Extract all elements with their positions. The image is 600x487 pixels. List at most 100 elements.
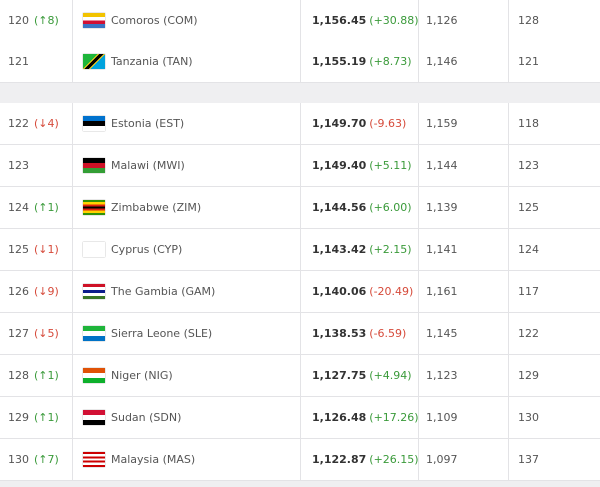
flag [83,54,105,69]
column-divider [300,271,301,312]
points: 1,149.40 [312,159,367,172]
previous-rank-cell: 137 [518,439,539,480]
column-divider [508,271,509,312]
table-row: 129 (↑1) Sudan (SDN) 1,126.48 (+17.26) 1,109 1… [0,397,600,439]
points: 1,155.19 [312,55,367,68]
team-name: Zimbabwe (ZIM) [111,201,202,214]
column-divider [508,41,509,82]
column-divider [300,187,301,228]
previous-rank: 118 [518,117,539,130]
points: 1,138.53 [312,327,367,340]
column-divider [72,41,73,82]
team-name: Cyprus (CYP) [111,243,183,256]
column-divider [508,229,509,270]
rank: 130 [8,453,29,466]
previous-points: 1,097 [426,453,458,466]
table-row: 130 (↑7) Malaysia (MAS) 1,122.87 (+26.15) 1,0… [0,439,600,481]
flag [83,410,105,425]
flag [83,158,105,173]
flag [83,242,105,257]
rank-change: (↑1) [34,411,59,424]
points-change: (+2.15) [369,243,412,256]
team-cell: Sierra Leone (SLE) [83,313,212,354]
previous-points-cell: 1,139 [426,187,458,228]
flag [83,116,105,131]
previous-points-cell: 1,145 [426,313,458,354]
column-divider [300,313,301,354]
column-divider [418,313,419,354]
team-name: Estonia (EST) [111,117,185,130]
flag [83,13,105,28]
team-name: Malaysia (MAS) [111,453,196,466]
rank-cell: 128 (↑1) [8,355,59,396]
points-cell: 1,138.53 (-6.59) [312,313,406,354]
rank: 127 [8,327,29,340]
previous-points-cell: 1,146 [426,41,458,82]
previous-rank: 124 [518,243,539,256]
rank-cell: 121 [8,41,29,82]
previous-points-cell: 1,109 [426,397,458,438]
previous-rank: 121 [518,55,539,68]
flag [83,326,105,341]
column-divider [418,187,419,228]
points-cell: 1,143.42 (+2.15) [312,229,412,270]
points-change: (-6.59) [369,327,407,340]
points-cell: 1,122.87 (+26.15) [312,439,419,480]
rank-change: (↓4) [34,117,59,130]
team-cell: Comoros (COM) [83,0,198,41]
points-change: (+6.00) [369,201,412,214]
column-divider [300,229,301,270]
rank-change: (↑7) [34,453,59,466]
previous-points: 1,146 [426,55,458,68]
rank: 124 [8,201,29,214]
previous-points: 1,159 [426,117,458,130]
rank: 129 [8,411,29,424]
rank-cell: 129 (↑1) [8,397,59,438]
column-divider [300,439,301,480]
table-row: 127 (↓5) Sierra Leone (SLE) 1,138.53 (-6.59)… [0,313,600,355]
team-name: Tanzania (TAN) [111,55,193,68]
column-divider [300,103,301,144]
column-divider [418,145,419,186]
column-divider [508,397,509,438]
points: 1,140.06 [312,285,367,298]
table-row: 120 (↑8) Comoros (COM) 1,156.45 (+30.88) 1,12… [0,0,600,42]
rank: 123 [8,159,29,172]
points-cell: 1,140.06 (-20.49) [312,271,413,312]
team-name: Niger (NIG) [111,369,173,382]
previous-rank-cell: 121 [518,41,539,82]
previous-points: 1,139 [426,201,458,214]
previous-rank-cell: 122 [518,313,539,354]
rank-change: (↓1) [34,243,59,256]
team-cell: Sudan (SDN) [83,397,181,438]
rank: 121 [8,55,29,68]
column-divider [72,355,73,396]
rank-change: (↑1) [34,201,59,214]
previous-points: 1,109 [426,411,458,424]
points: 1,127.75 [312,369,367,382]
previous-rank: 117 [518,285,539,298]
column-divider [418,229,419,270]
points: 1,144.56 [312,201,367,214]
points-change: (+17.26) [369,411,419,424]
team-name: Comoros (COM) [111,14,198,27]
points-change: (+4.94) [369,369,412,382]
previous-points: 1,141 [426,243,458,256]
column-divider [508,355,509,396]
rank-change: (↓5) [34,327,59,340]
column-divider [508,103,509,144]
previous-points-cell: 1,097 [426,439,458,480]
rank: 120 [8,14,29,27]
points: 1,122.87 [312,453,367,466]
previous-points: 1,144 [426,159,458,172]
team-name: The Gambia (GAM) [111,285,216,298]
points: 1,126.48 [312,411,367,424]
team-cell: Cyprus (CYP) [83,229,182,270]
column-divider [418,397,419,438]
previous-points: 1,145 [426,327,458,340]
column-divider [72,0,73,41]
flag [83,368,105,383]
rank-change: (↑1) [34,369,59,382]
points-cell: 1,144.56 (+6.00) [312,187,412,228]
column-divider [300,145,301,186]
